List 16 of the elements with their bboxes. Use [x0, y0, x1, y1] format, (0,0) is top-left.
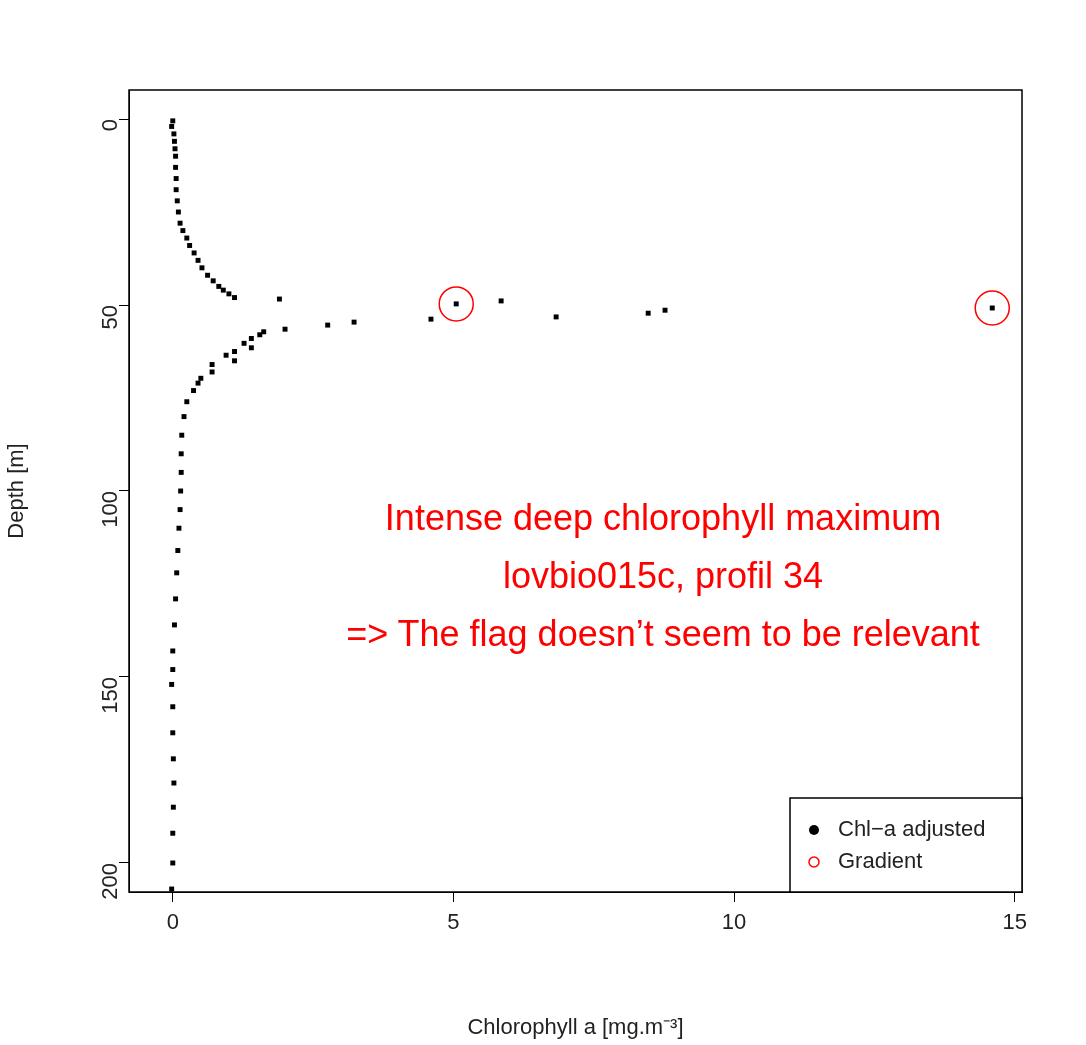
- y-tick-label: 0: [97, 119, 123, 132]
- x-tick-label: 0: [166, 909, 179, 935]
- annotation: => The flag doesn’t seem to be relevant: [346, 612, 980, 654]
- y-tick-label: 150: [97, 676, 123, 714]
- x-tick-label: 15: [1002, 909, 1027, 935]
- x-tick-label: 5: [447, 909, 460, 935]
- y-axis-title: Depth [m]: [3, 443, 29, 539]
- y-tick-label: 50: [97, 305, 123, 330]
- annotation: Intense deep chlorophyll maximum: [384, 496, 942, 538]
- legend-label: Chl−a adjusted: [838, 816, 986, 842]
- y-tick-label: 100: [97, 491, 123, 528]
- x-tick-label: 10: [721, 909, 747, 935]
- x-axis-title: Chlorophyll a [mg.m⁻³]: [467, 1013, 684, 1039]
- legend-label: Gradient: [838, 848, 923, 874]
- y-tick-label: 200: [97, 862, 123, 900]
- annotation: lovbio015c, profil 34: [502, 554, 824, 596]
